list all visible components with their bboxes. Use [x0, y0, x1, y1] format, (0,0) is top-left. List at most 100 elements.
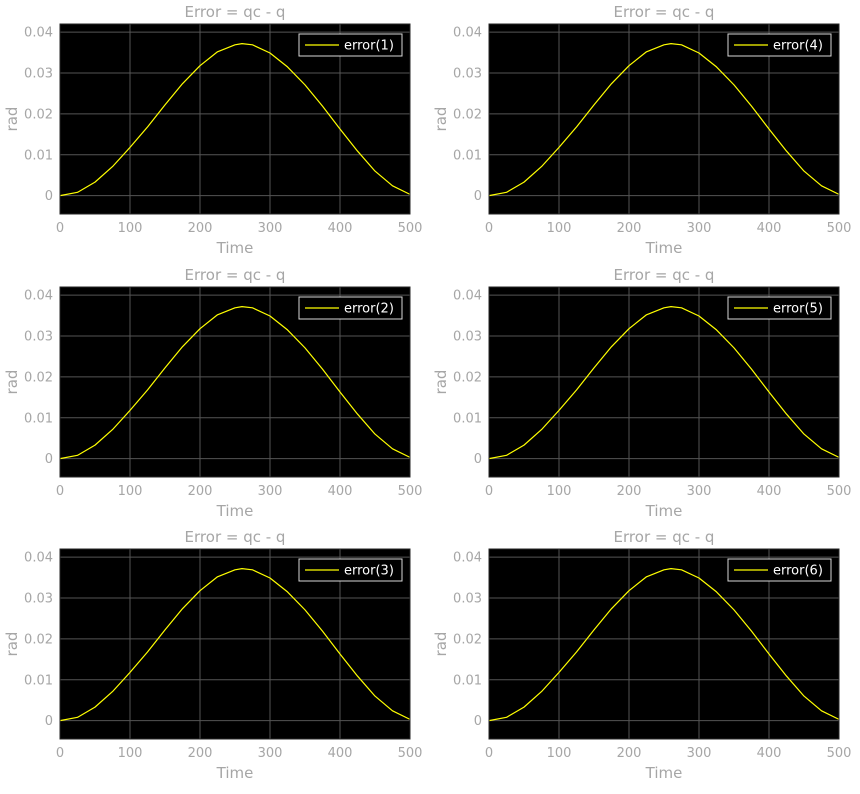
- y-tick-label: 0.04: [453, 551, 482, 566]
- y-tick-label: 0.01: [453, 148, 482, 163]
- plot-title: Error = qc - q: [185, 528, 286, 546]
- legend-label: error(2): [344, 302, 394, 317]
- y-tick-label: 0.04: [453, 26, 482, 41]
- x-tick-label: 200: [617, 221, 642, 236]
- subplot-5: 0 100 200 300 400 500 0 0.01 0.02 0.03 0.04 Time rad…: [3, 528, 422, 782]
- y-tick-label: 0.02: [24, 632, 53, 647]
- legend-box: [298, 296, 403, 320]
- legend: error(2): [298, 296, 403, 320]
- y-tick-label: 0.02: [453, 370, 482, 385]
- x-tick-label: 100: [547, 221, 572, 236]
- x-tick-label: 200: [617, 484, 642, 499]
- legend-label: error(4): [773, 39, 823, 54]
- plot-title: Error = qc - q: [614, 266, 715, 284]
- y-axis-label: rad: [3, 370, 21, 395]
- y-axis-label: rad: [3, 107, 21, 132]
- subplot-1: 0 100 200 300 400 500 0 0.01 0.02 0.03 0.04 Time rad…: [3, 3, 422, 257]
- y-tick-label: 0: [474, 714, 482, 729]
- y-axis-label: rad: [432, 370, 450, 395]
- y-tick-label: 0.01: [24, 673, 53, 688]
- x-axis-label: Time: [645, 239, 683, 257]
- axes-frame: [59, 548, 411, 740]
- y-tick-label: 0.02: [24, 107, 53, 122]
- plot-title: Error = qc - q: [614, 3, 715, 21]
- x-tick-label: 100: [547, 746, 572, 761]
- y-tick-label: 0.01: [453, 411, 482, 426]
- x-tick-label: 400: [328, 484, 353, 499]
- y-tick-label: 0.01: [453, 673, 482, 688]
- legend: error(5): [727, 296, 832, 320]
- y-tick-label: 0.04: [24, 551, 53, 566]
- x-tick-label: 0: [485, 484, 493, 499]
- axes-frame: [488, 23, 840, 215]
- y-axis-label: rad: [432, 107, 450, 132]
- legend: error(3): [298, 558, 403, 582]
- y-tick-label: 0.03: [24, 330, 53, 345]
- x-tick-label: 300: [258, 221, 283, 236]
- x-tick-label: 0: [485, 221, 493, 236]
- x-tick-label: 400: [757, 746, 782, 761]
- y-tick-label: 0.03: [453, 592, 482, 607]
- subplot-6: 0 100 200 300 400 500 0 0.01 0.02 0.03 0.04 Time rad…: [432, 528, 851, 782]
- x-axis-label: Time: [216, 502, 254, 520]
- series-line: [488, 43, 840, 197]
- subplot-4: 0 100 200 300 400 500 0 0.01 0.02 0.03 0.04 Time rad…: [432, 266, 851, 520]
- y-tick-label: 0.02: [24, 370, 53, 385]
- x-tick-label: 0: [56, 221, 64, 236]
- y-tick-label: 0.01: [24, 411, 53, 426]
- x-tick-label: 200: [188, 746, 213, 761]
- x-tick-label: 300: [687, 484, 712, 499]
- x-tick-label: 100: [118, 746, 143, 761]
- x-tick-label: 500: [827, 484, 852, 499]
- legend-box: [298, 33, 403, 57]
- legend-label: error(3): [344, 564, 394, 579]
- y-tick-label: 0: [45, 189, 53, 204]
- y-tick-label: 0.04: [24, 26, 53, 41]
- x-tick-label: 500: [827, 746, 852, 761]
- legend-box: [727, 558, 832, 582]
- x-tick-label: 100: [118, 221, 143, 236]
- series-line: [59, 568, 411, 722]
- y-tick-label: 0.01: [24, 148, 53, 163]
- legend: error(1): [298, 33, 403, 57]
- series-line: [488, 568, 840, 722]
- y-tick-label: 0.03: [24, 592, 53, 607]
- legend-label: error(5): [773, 302, 823, 317]
- legend: error(4): [727, 33, 832, 57]
- x-tick-label: 0: [485, 746, 493, 761]
- x-tick-label: 400: [328, 221, 353, 236]
- series-line: [488, 306, 840, 460]
- y-tick-label: 0: [474, 189, 482, 204]
- x-tick-label: 200: [617, 746, 642, 761]
- y-tick-label: 0: [45, 452, 53, 467]
- x-axis-label: Time: [645, 502, 683, 520]
- legend-label: error(6): [773, 564, 823, 579]
- x-axis-label: Time: [216, 764, 254, 782]
- subplot-3: 0 100 200 300 400 500 0 0.01 0.02 0.03 0.04 Time rad…: [3, 266, 422, 520]
- x-axis-label: Time: [645, 764, 683, 782]
- y-tick-label: 0.02: [453, 632, 482, 647]
- plot-title: Error = qc - q: [185, 266, 286, 284]
- plot-title: Error = qc - q: [185, 3, 286, 21]
- x-tick-label: 400: [757, 484, 782, 499]
- y-tick-label: 0.02: [453, 107, 482, 122]
- x-tick-label: 300: [258, 484, 283, 499]
- x-tick-label: 0: [56, 484, 64, 499]
- x-tick-label: 500: [398, 221, 423, 236]
- x-tick-label: 200: [188, 484, 213, 499]
- legend-box: [727, 33, 832, 57]
- plot-title: Error = qc - q: [614, 528, 715, 546]
- x-axis-label: Time: [216, 239, 254, 257]
- x-tick-label: 100: [118, 484, 143, 499]
- series-line: [59, 306, 411, 460]
- x-tick-label: 200: [188, 221, 213, 236]
- axes-frame: [488, 286, 840, 478]
- y-tick-label: 0.04: [24, 289, 53, 304]
- series-line: [59, 43, 411, 197]
- y-axis-label: rad: [3, 632, 21, 657]
- legend-label: error(1): [344, 39, 394, 54]
- x-tick-label: 400: [328, 746, 353, 761]
- x-tick-label: 400: [757, 221, 782, 236]
- y-tick-label: 0.03: [453, 67, 482, 82]
